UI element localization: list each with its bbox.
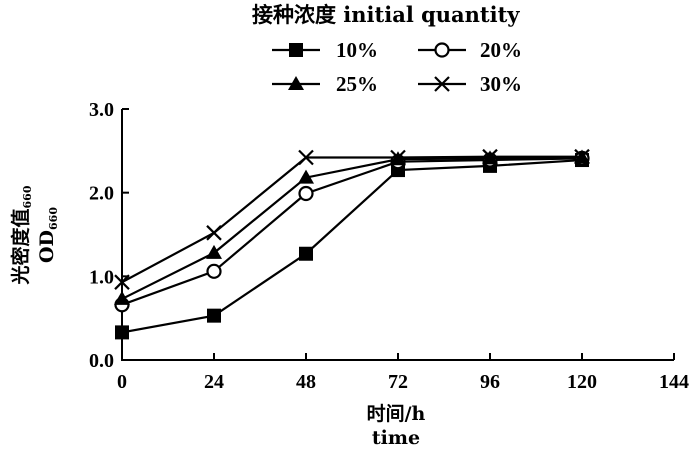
data-point-30pct [114, 274, 130, 290]
series-10pct [115, 153, 589, 340]
x-tick-label: 72 [388, 371, 408, 393]
x-axis-label-en: time [372, 427, 420, 449]
legend-marker-30pct [434, 76, 450, 92]
data-point-30pct [298, 149, 314, 166]
x-tick-label: 120 [567, 371, 597, 393]
y-axis-label-od-text: OD [36, 230, 58, 263]
legend-label-10pct: 10% [336, 38, 378, 62]
series-30pct [114, 148, 590, 290]
data-point-30pct-stroke-b [482, 148, 498, 165]
y-axis-label: 光密度值660 [9, 185, 34, 285]
data-point-30pct-stroke-b [298, 149, 314, 166]
legend-marker-30pct-stroke-b [434, 76, 450, 92]
data-point-20pct [298, 185, 314, 202]
x-axis-label: 时间/h [367, 403, 426, 425]
legend-item-20pct: 20% [418, 38, 522, 62]
series-line-20pct [121, 157, 583, 306]
data-point-25pct [114, 290, 130, 305]
legend-item-25pct: 25% [272, 72, 378, 96]
series-line-30pct [121, 155, 582, 284]
legend-label-30pct: 30% [480, 72, 522, 96]
x-tick-label: 96 [480, 371, 500, 393]
series-group [114, 148, 590, 340]
y-tick-label: 0.0 [89, 350, 114, 372]
data-point-25pct [298, 169, 314, 184]
x-tick-label: 48 [296, 371, 316, 393]
legend-label-20pct: 20% [480, 38, 522, 62]
data-point-20pct [206, 263, 222, 279]
data-point-10pct [207, 308, 221, 323]
data-point-30pct [206, 225, 222, 241]
series-line-25pct [121, 156, 583, 300]
data-point-30pct-stroke-b [114, 274, 130, 290]
y-axis-label-od-sub: 660 [47, 207, 60, 230]
y-axis-label-od: OD660 [36, 207, 60, 263]
data-point-25pct [206, 244, 222, 259]
y-tick-label: 1.0 [89, 266, 114, 288]
data-point-30pct [390, 149, 406, 166]
data-point-10pct [115, 325, 129, 340]
y-tick-label: 2.0 [89, 183, 114, 205]
data-point-10pct [299, 246, 313, 261]
data-point-30pct [574, 148, 590, 165]
data-point-30pct-stroke-b [206, 225, 222, 241]
y-tick-label: 3.0 [89, 99, 114, 121]
y-axis-label2-group: OD660 [36, 207, 60, 263]
x-tick-label: 144 [659, 371, 689, 393]
x-tick-label: 0 [117, 371, 127, 393]
x-tick-label: 24 [204, 371, 224, 393]
legend-item-30pct: 30% [418, 72, 522, 96]
legend-title: 接种浓度 initial quantity [252, 2, 520, 27]
legend-marker-20pct [434, 42, 450, 58]
axis-ticks: 0 24 48 72 96 120 144 0.0 1.0 2.0 3.0 [89, 99, 689, 393]
series-20pct [114, 150, 590, 313]
legend-label-25pct: 25% [336, 72, 378, 96]
data-point-30pct-stroke-b [390, 149, 406, 166]
series-line-10pct [121, 158, 583, 334]
y-axis-label-group: 光密度值660 [9, 185, 34, 285]
legend: 10% 20% 25% 30% [272, 38, 522, 96]
y-axis-label-sub: 660 [21, 185, 34, 208]
data-point-30pct-stroke-b [574, 148, 590, 165]
legend-marker-25pct [288, 76, 304, 90]
data-point-30pct [482, 148, 498, 165]
legend-item-10pct: 10% [272, 38, 378, 62]
legend-marker-10pct [289, 43, 303, 57]
y-axis-label-text: 光密度值 [9, 208, 32, 285]
